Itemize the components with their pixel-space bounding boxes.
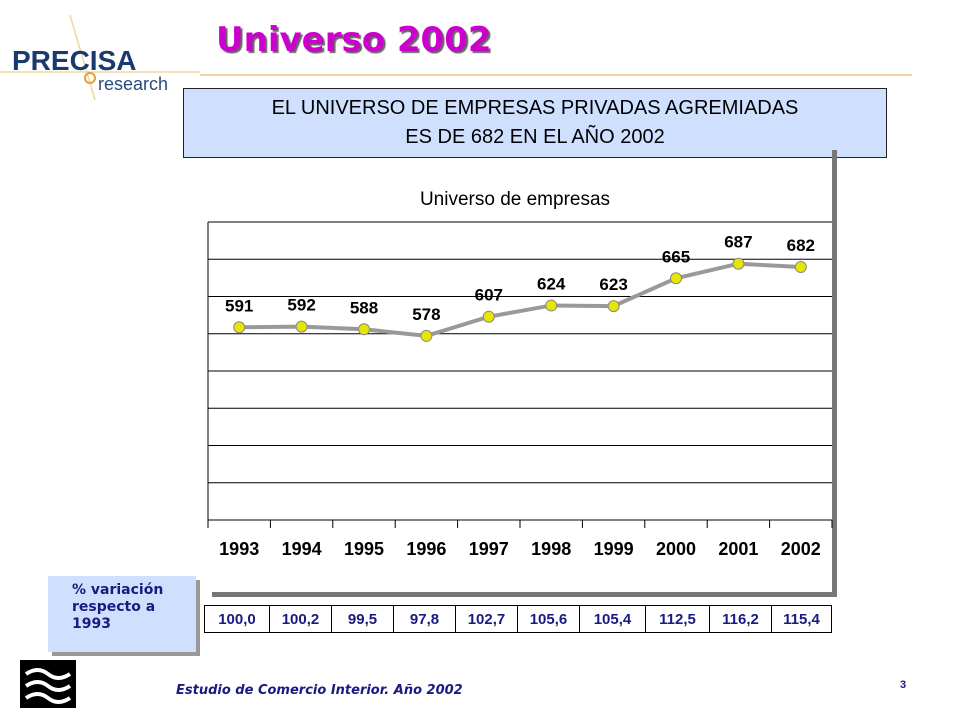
x-tick-label: 1997 bbox=[469, 539, 509, 559]
variation-label-line-2: respecto a bbox=[72, 599, 156, 615]
chart-shadow-right bbox=[832, 150, 837, 595]
title-divider bbox=[200, 74, 912, 76]
variation-label-line-3: 1993 bbox=[72, 616, 111, 632]
variation-cell: 112,5 bbox=[645, 606, 709, 632]
page-title: Universo 2002 bbox=[216, 20, 492, 60]
data-point bbox=[482, 310, 495, 323]
variation-cell: 105,4 bbox=[579, 606, 645, 632]
footer-text: Estudio de Comercio Interior. Año 2002 bbox=[176, 683, 463, 698]
series-line bbox=[239, 261, 801, 338]
data-point bbox=[358, 323, 370, 336]
variation-cell: 105,6 bbox=[517, 606, 579, 632]
series-markers bbox=[233, 257, 807, 342]
variation-row: 100,0 100,2 99,5 97,8 102,7 105,6 105,4 112,5 11… bbox=[204, 605, 832, 633]
variation-cell: 116,2 bbox=[709, 606, 771, 632]
page-number: 3 bbox=[900, 679, 907, 691]
data-label: 665 bbox=[662, 247, 690, 266]
data-label: 682 bbox=[787, 236, 815, 255]
data-label: 687 bbox=[724, 233, 752, 252]
x-tick-label: 1995 bbox=[344, 539, 384, 559]
data-point bbox=[233, 321, 246, 334]
x-tick-label: 1996 bbox=[406, 539, 446, 559]
chart-shadow-bottom bbox=[212, 592, 837, 597]
x-tick-label: 1993 bbox=[219, 539, 259, 559]
data-point bbox=[545, 299, 558, 312]
data-point bbox=[670, 272, 682, 285]
x-axis: 1993 1994 1995 1996 1997 1998 1999 2000 2001 2002 bbox=[207, 520, 833, 559]
x-tick-label: 2001 bbox=[718, 539, 758, 559]
variation-cell: 102,7 bbox=[455, 606, 517, 632]
x-tick-label: 2002 bbox=[781, 539, 821, 559]
logo-brand: PRECISA bbox=[12, 45, 136, 76]
variation-cell: 100,2 bbox=[269, 606, 331, 632]
data-point bbox=[295, 320, 308, 333]
variation-label-line-1: % variación bbox=[72, 582, 164, 598]
corner-logo-icon bbox=[20, 660, 76, 708]
x-tick-label: 1998 bbox=[531, 539, 571, 559]
data-point bbox=[420, 329, 433, 342]
x-tick-label: 1999 bbox=[594, 539, 634, 559]
chart-title: Universo de empresas bbox=[420, 189, 610, 210]
data-point bbox=[607, 300, 620, 313]
data-label: 624 bbox=[537, 274, 566, 293]
data-label: 578 bbox=[412, 305, 440, 324]
data-point bbox=[794, 261, 807, 274]
chart-grid bbox=[207, 221, 832, 521]
logo-sub: research bbox=[98, 74, 168, 94]
data-labels: 591 592 588 578 607 624 623 665 687 682 bbox=[225, 233, 815, 324]
variation-cell: 99,5 bbox=[331, 606, 393, 632]
data-label: 607 bbox=[475, 286, 503, 305]
x-tick-label: 2000 bbox=[656, 539, 696, 559]
data-label: 592 bbox=[287, 296, 315, 315]
headline-line-1: EL UNIVERSO DE EMPRESAS PRIVADAS AGREMIA… bbox=[271, 97, 799, 119]
data-label: 591 bbox=[225, 296, 253, 315]
variation-cell: 97,8 bbox=[393, 606, 455, 632]
variation-cell: 115,4 bbox=[771, 606, 831, 632]
headline-box: EL UNIVERSO DE EMPRESAS PRIVADAS AGREMIA… bbox=[183, 88, 887, 158]
data-label: 588 bbox=[350, 298, 378, 317]
data-label: 623 bbox=[599, 275, 627, 294]
x-tick-label: 1994 bbox=[282, 539, 322, 559]
data-point bbox=[732, 257, 745, 270]
variation-cell: 100,0 bbox=[205, 606, 269, 632]
precisa-logo: PRECISA research bbox=[0, 14, 200, 101]
variation-label-box: % variación respecto a 1993 bbox=[48, 576, 196, 652]
headline-line-2: ES DE 682 EN EL AÑO 2002 bbox=[405, 126, 665, 148]
